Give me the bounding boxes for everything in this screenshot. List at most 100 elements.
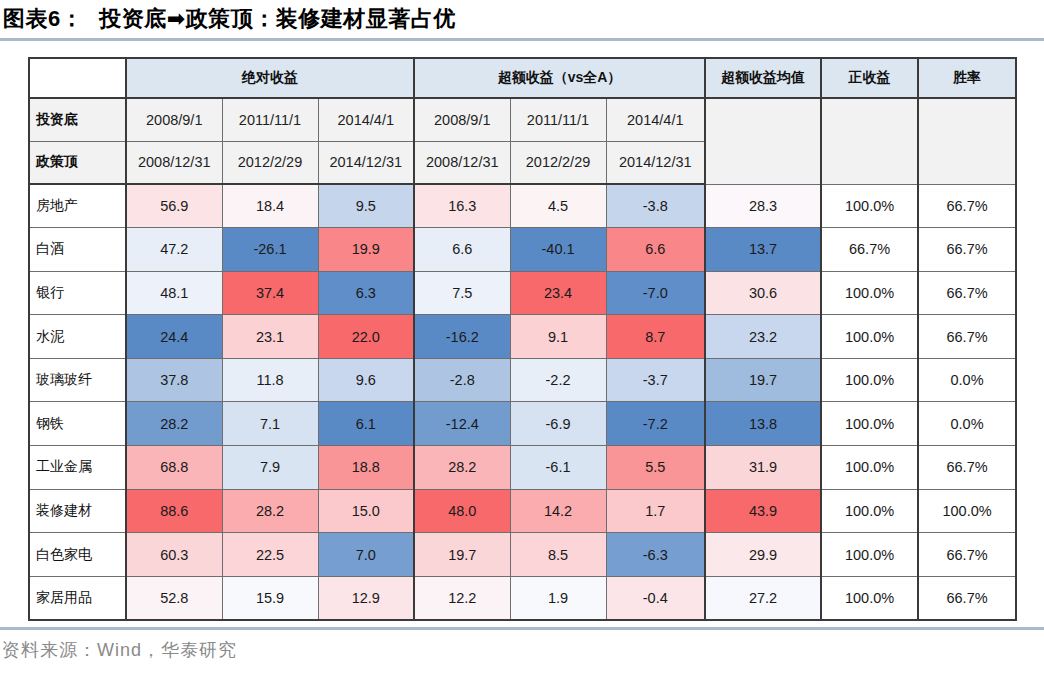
row-header-policy-top: 政策顶	[29, 141, 126, 184]
header-mean-excess-return: 超额收益均值	[705, 58, 821, 98]
industry-label: 白酒	[29, 228, 126, 272]
return-cell: 11.8	[222, 358, 318, 402]
return-cell: 6.1	[318, 402, 414, 446]
positive-return-cell: 100.0%	[821, 315, 918, 359]
industry-row: 钢铁28.27.16.1-12.4-6.9-7.213.8100.0%0.0%	[29, 402, 1016, 446]
industry-label: 钢铁	[29, 402, 126, 446]
industry-row: 工业金属68.87.918.828.2-6.15.531.9100.0%66.7…	[29, 446, 1016, 490]
return-cell: 15.0	[318, 489, 414, 533]
positive-return-cell: 100.0%	[821, 576, 918, 620]
title-divider	[0, 38, 1044, 41]
return-cell: -40.1	[510, 228, 606, 272]
positive-return-cell: 100.0%	[821, 402, 918, 446]
industry-label: 工业金属	[29, 446, 126, 490]
footer-divider	[0, 627, 1044, 630]
return-cell: 28.2	[126, 402, 222, 446]
win-rate-cell: 66.7%	[918, 576, 1016, 620]
win-rate-cell: 66.7%	[918, 446, 1016, 490]
corner-cell	[29, 58, 126, 98]
return-cell: 1.9	[510, 576, 606, 620]
invest-bottom-date: 2011/11/1	[222, 98, 318, 141]
invest-bottom-date: 2008/9/1	[126, 98, 222, 141]
returns-table: 绝对收益 超额收益（vs全A） 超额收益均值 正收益 胜率 投资底2008/9/…	[28, 57, 1017, 621]
return-cell: -3.7	[606, 358, 705, 402]
policy-top-date: 2014/12/31	[318, 141, 414, 184]
return-cell: 16.3	[414, 184, 510, 228]
positive-return-cell: 66.7%	[821, 228, 918, 272]
return-cell: 48.0	[414, 489, 510, 533]
win-rate-cell: 66.7%	[918, 315, 1016, 359]
return-cell: 7.0	[318, 533, 414, 577]
win-rate-cell: 100.0%	[918, 489, 1016, 533]
win-rate-cell: 66.7%	[918, 228, 1016, 272]
industry-label: 白色家电	[29, 533, 126, 577]
return-cell: 19.9	[318, 228, 414, 272]
return-cell: 68.8	[126, 446, 222, 490]
return-cell: 6.6	[606, 228, 705, 272]
industry-row: 玻璃玻纤37.811.89.6-2.8-2.2-3.719.7100.0%0.0…	[29, 358, 1016, 402]
return-cell: 56.9	[126, 184, 222, 228]
return-cell: 1.7	[606, 489, 705, 533]
return-cell: 18.4	[222, 184, 318, 228]
positive-return-cell: 100.0%	[821, 489, 918, 533]
return-cell: 9.5	[318, 184, 414, 228]
return-cell: -2.8	[414, 358, 510, 402]
return-cell: 88.6	[126, 489, 222, 533]
invest-bottom-date: 2008/9/1	[414, 98, 510, 141]
header-win-rate: 胜率	[918, 58, 1016, 98]
industry-row: 房地产56.918.49.516.34.5-3.828.3100.0%66.7%	[29, 184, 1016, 228]
return-cell: -6.9	[510, 402, 606, 446]
return-cell: 29.9	[705, 533, 821, 577]
policy-top-date: 2012/2/29	[222, 141, 318, 184]
return-cell: -26.1	[222, 228, 318, 272]
return-cell: 7.1	[222, 402, 318, 446]
row-header-invest-bottom: 投资底	[29, 98, 126, 141]
return-cell: -16.2	[414, 315, 510, 359]
return-cell: 48.1	[126, 271, 222, 315]
policy-top-date: 2014/12/31	[606, 141, 705, 184]
industry-row: 家居用品52.815.912.912.21.9-0.427.2100.0%66.…	[29, 576, 1016, 620]
positive-return-cell: 100.0%	[821, 271, 918, 315]
win-rate-cell: 0.0%	[918, 358, 1016, 402]
win-rate-cell: 66.7%	[918, 533, 1016, 577]
return-cell: 19.7	[414, 533, 510, 577]
return-cell: 6.6	[414, 228, 510, 272]
positive-return-cell: 100.0%	[821, 446, 918, 490]
return-cell: 6.3	[318, 271, 414, 315]
return-cell: 18.8	[318, 446, 414, 490]
merged-empty-cell	[918, 98, 1016, 184]
return-cell: 37.4	[222, 271, 318, 315]
return-cell: -7.2	[606, 402, 705, 446]
industry-row: 银行48.137.46.37.523.4-7.030.6100.0%66.7%	[29, 271, 1016, 315]
industry-row: 水泥24.423.122.0-16.29.18.723.2100.0%66.7%	[29, 315, 1016, 359]
return-cell: 22.0	[318, 315, 414, 359]
industry-label: 家居用品	[29, 576, 126, 620]
policy-top-date: 2012/2/29	[510, 141, 606, 184]
return-cell: -0.4	[606, 576, 705, 620]
return-cell: 60.3	[126, 533, 222, 577]
positive-return-cell: 100.0%	[821, 533, 918, 577]
header-absolute-return: 绝对收益	[126, 58, 414, 98]
industry-row: 白色家电60.322.57.019.78.5-6.329.9100.0%66.7…	[29, 533, 1016, 577]
invest-bottom-date: 2011/11/1	[510, 98, 606, 141]
return-cell: 47.2	[126, 228, 222, 272]
invest-bottom-date: 2014/4/1	[606, 98, 705, 141]
return-cell: 52.8	[126, 576, 222, 620]
return-cell: 19.7	[705, 358, 821, 402]
report-figure: 图表6：投资底➡政策顶：装修建材显著占优 绝对收益 超额收益（vs全A） 超额收…	[0, 0, 1044, 674]
return-cell: -6.1	[510, 446, 606, 490]
return-cell: -6.3	[606, 533, 705, 577]
return-cell: 9.6	[318, 358, 414, 402]
return-cell: 15.9	[222, 576, 318, 620]
industry-label: 房地产	[29, 184, 126, 228]
figure-title: 图表6：投资底➡政策顶：装修建材显著占优	[3, 4, 456, 34]
figure-caption: 投资底➡政策顶：装修建材显著占优	[99, 6, 455, 31]
header-positive-return: 正收益	[821, 58, 918, 98]
return-cell: 14.2	[510, 489, 606, 533]
return-cell: -12.4	[414, 402, 510, 446]
industry-label: 银行	[29, 271, 126, 315]
return-cell: 43.9	[705, 489, 821, 533]
win-rate-cell: 66.7%	[918, 271, 1016, 315]
return-cell: 12.9	[318, 576, 414, 620]
return-cell: 12.2	[414, 576, 510, 620]
